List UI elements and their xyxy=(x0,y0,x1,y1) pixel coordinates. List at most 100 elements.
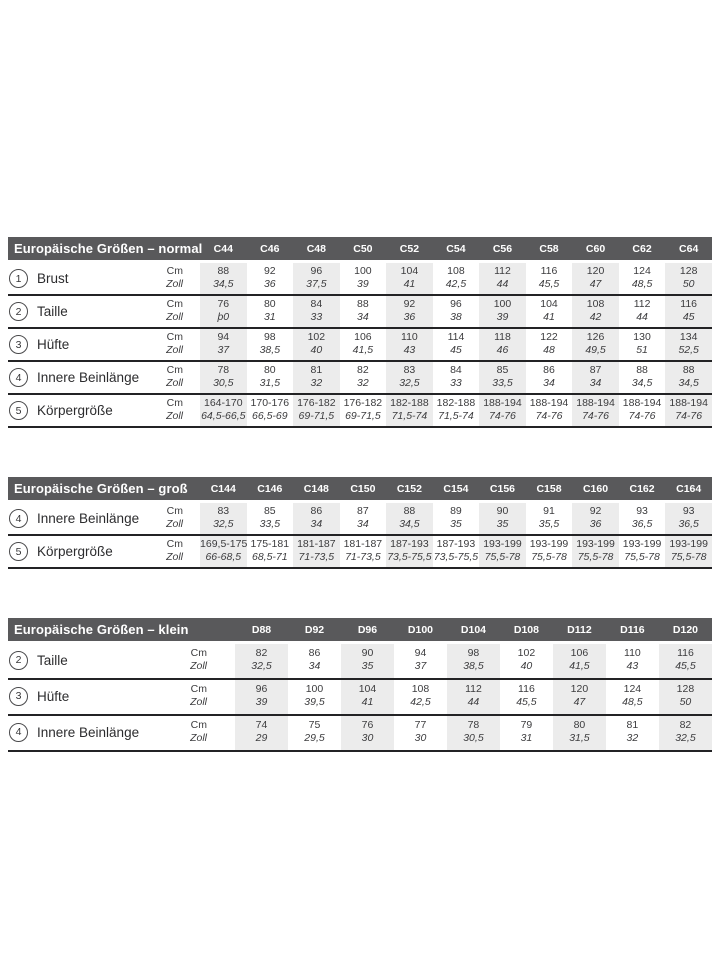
zoll-value: 74-76 xyxy=(675,410,703,422)
cm-value: 116 xyxy=(680,298,698,310)
zoll-value: 73,5-75,5 xyxy=(433,551,479,563)
value-cell: 193-199 75,5-78 xyxy=(479,534,526,569)
value-cell: 80 31 xyxy=(246,294,294,328)
row-label: Körpergröße xyxy=(37,403,113,418)
value-cell: 110 43 xyxy=(606,643,659,680)
value-cell: 169,5-175 66-68,5 xyxy=(200,534,247,569)
unit-zoll-label: Zoll xyxy=(166,278,184,290)
cm-value: 193-199 xyxy=(483,538,522,550)
cm-value: 88 xyxy=(682,364,695,376)
zoll-value: 39 xyxy=(496,311,509,323)
zoll-value: 33,5 xyxy=(259,518,281,530)
cm-value: 88 xyxy=(217,265,230,277)
value-cell: 76 30 xyxy=(340,714,394,752)
cm-value: 181-187 xyxy=(297,538,336,550)
cm-value: 76 xyxy=(217,298,230,310)
row-number-badge: 2 xyxy=(9,302,28,321)
zoll-value: 32 xyxy=(626,732,639,744)
zoll-value: 40 xyxy=(520,660,533,672)
cm-value: 176-182 xyxy=(343,397,383,409)
measurement-row: 4 Innere Beinlänge Cm Zoll 74 29 75 29,5 76 30 77 3… xyxy=(8,714,712,752)
zoll-value: 74-76 xyxy=(489,410,516,422)
value-cell: 106 41,5 xyxy=(553,643,606,680)
cm-value: 182-188 xyxy=(436,397,476,409)
zoll-value: 45 xyxy=(682,311,695,323)
zoll-value: 45,5 xyxy=(516,696,537,708)
value-cell: 187-193 73,5-75,5 xyxy=(386,534,433,569)
unit-labels: Cm Zoll xyxy=(123,642,236,679)
cm-value: 86 xyxy=(543,364,555,376)
unit-labels: Cm Zoll xyxy=(123,714,236,752)
unit-zoll-label: Zoll xyxy=(190,696,208,708)
value-cell: 112 44 xyxy=(618,294,666,328)
value-cell: 80 31,5 xyxy=(552,714,606,752)
value-cell: 108 42,5 xyxy=(433,262,480,296)
zoll-value: 68,5-71 xyxy=(252,551,288,563)
row-number-badge: 3 xyxy=(9,686,28,706)
zoll-value: 33,5 xyxy=(492,377,513,389)
zoll-value: 36,5 xyxy=(631,518,653,530)
value-cell: 76 þ0 xyxy=(200,294,247,328)
row-label: Taille xyxy=(37,652,68,668)
value-cell: 90 35 xyxy=(341,643,394,680)
row-header: 4 Innere Beinlänge xyxy=(8,501,139,535)
measurement-row: 3 Hüfte Cm Zoll 96 39 100 39,5 104 41 108 42,5 112 44… xyxy=(8,678,712,715)
cm-value: 83 xyxy=(217,505,230,517)
zoll-value: 52,5 xyxy=(678,344,699,356)
zoll-value: 73,5-75,5 xyxy=(387,551,432,563)
zoll-value: 33 xyxy=(450,377,462,389)
value-cell: 83 32,5 xyxy=(386,360,433,394)
row-header: 4 Innere Beinlänge xyxy=(8,714,139,752)
value-cell: 100 39 xyxy=(340,262,387,296)
cm-value: 188-194 xyxy=(669,397,708,409)
value-cell: 75 29,5 xyxy=(288,714,341,752)
zoll-value: 36,5 xyxy=(678,518,699,530)
zoll-value: 34,5 xyxy=(631,377,653,389)
value-cell: 82 32 xyxy=(339,360,387,394)
value-cell: 134 52,5 xyxy=(665,327,712,361)
zoll-value: 74-76 xyxy=(582,410,609,422)
row-label: Innere Beinlänge xyxy=(37,370,140,385)
value-cell: 181-187 71-73,5 xyxy=(293,534,340,569)
row-number-badge: 3 xyxy=(9,335,28,354)
value-cell: 114 45 xyxy=(432,327,480,361)
value-cell: 116 45,5 xyxy=(659,643,712,680)
unit-zoll-label: Zoll xyxy=(166,344,184,356)
value-cell: 128 50 xyxy=(658,678,712,715)
size-column-header: C164 xyxy=(665,477,712,503)
cm-value: 193-199 xyxy=(669,538,708,550)
cm-value: 88 xyxy=(636,364,648,376)
header-row: Europäische Größen – klein D88 D92 D96 D100 D… xyxy=(8,618,712,644)
cm-value: 128 xyxy=(679,265,698,277)
value-cell: 106 41,5 xyxy=(339,327,387,361)
value-cell: 176-182 69-71,5 xyxy=(293,393,340,428)
value-cell: 88 34,5 xyxy=(386,502,433,536)
value-cell: 175-181 68,5-71 xyxy=(246,534,294,569)
zoll-value: 46 xyxy=(496,344,509,356)
cm-value: 126 xyxy=(586,331,605,343)
table-body: 1 Brust Cm Zoll 88 34,5 92 36 96 37,5 100 39 104 41 10… xyxy=(8,261,712,428)
zoll-value: 31,5 xyxy=(569,732,590,744)
size-column-header: D116 xyxy=(605,618,659,644)
row-number-badge: 4 xyxy=(9,368,28,387)
cm-value: 100 xyxy=(493,298,512,310)
value-cell: 88 34 xyxy=(339,294,387,328)
row-number-badge: 4 xyxy=(9,509,28,528)
zoll-value: 74-76 xyxy=(628,410,656,422)
zoll-value: 34,5 xyxy=(399,518,420,530)
value-cell: 120 47 xyxy=(572,262,619,296)
cm-value: 120 xyxy=(570,683,589,695)
value-cell: 176-182 69-71,5 xyxy=(339,393,387,428)
cm-value: 193-199 xyxy=(529,538,569,550)
size-column-header: C144 xyxy=(200,477,247,503)
size-column-header: C46 xyxy=(246,237,294,263)
value-cell: 84 33 xyxy=(293,294,340,328)
zoll-value: 30 xyxy=(361,732,374,744)
cm-value: 85 xyxy=(263,505,276,517)
zoll-value: 75,5-78 xyxy=(577,551,614,563)
size-column-header: C150 xyxy=(339,477,387,503)
row-number-badge: 2 xyxy=(9,650,28,670)
value-cell: 108 42,5 xyxy=(393,678,447,715)
unit-cm-label: Cm xyxy=(166,364,184,376)
cm-value: 108 xyxy=(447,265,465,277)
